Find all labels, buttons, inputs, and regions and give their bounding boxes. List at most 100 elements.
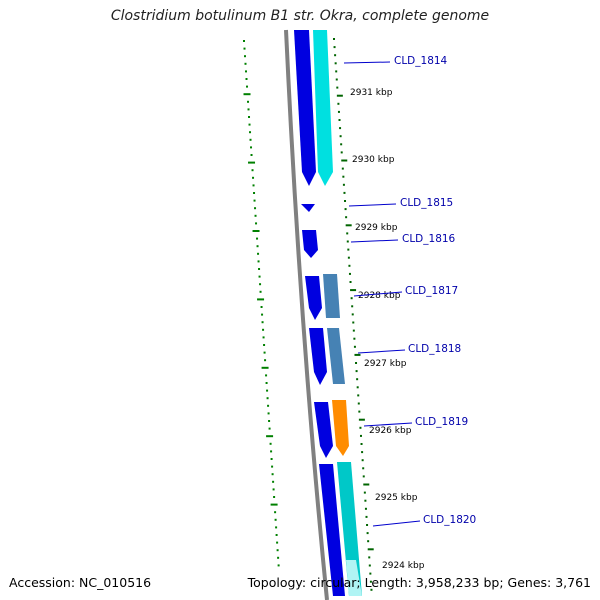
cds-track [294, 30, 345, 596]
minor-tick [352, 321, 355, 324]
minor-tick [363, 491, 366, 494]
minor-tick [353, 337, 356, 340]
position-ticks [333, 38, 374, 591]
gc-dot [276, 541, 279, 544]
minor-tick [362, 467, 365, 470]
genome-backbone [284, 29, 329, 600]
minor-tick [357, 394, 360, 397]
feature-orange-1819[interactable] [332, 400, 349, 456]
minor-tick [367, 540, 370, 543]
cds-feature-cld-1818[interactable] [309, 328, 327, 385]
leader-line-cld-1818 [357, 349, 406, 354]
gc-dot [273, 496, 276, 498]
gc-dot [261, 366, 269, 369]
minor-tick [348, 272, 351, 275]
tick-label-2931: 2931 kbp [350, 88, 393, 98]
gene-label-cld-1820[interactable]: CLD_1820 [423, 514, 476, 526]
minor-tick [350, 297, 353, 300]
gc-dot [263, 344, 266, 346]
minor-tick [333, 46, 336, 49]
cds-feature-cld-1820[interactable] [319, 464, 345, 596]
minor-tick [347, 248, 350, 251]
gc-dot [265, 382, 268, 384]
minor-tick [337, 102, 340, 105]
minor-tick [361, 451, 364, 454]
gc-dot [272, 488, 275, 491]
gene-labels: CLD_1814 CLD_1815 CLD_1816 CLD_1817 CLD_… [394, 55, 476, 526]
feature-cyan-1814[interactable] [313, 30, 333, 186]
gc-dot [259, 283, 262, 286]
leader-line-cld-1815 [348, 203, 397, 207]
cds-feature-cld-1815[interactable] [301, 204, 315, 212]
gc-dot [257, 298, 265, 301]
minor-tick [348, 264, 351, 267]
accession-label: Accession: NC_010516 [9, 575, 152, 590]
gc-dot [248, 161, 256, 164]
gene-label-cld-1814[interactable]: CLD_1814 [394, 55, 448, 67]
minor-tick [366, 524, 369, 526]
gc-dot [268, 427, 271, 430]
gc-dot [270, 458, 273, 460]
major-tick [358, 418, 365, 421]
minor-tick [356, 378, 359, 381]
gc-dot [254, 207, 257, 210]
gene-label-cld-1815[interactable]: CLD_1815 [400, 197, 453, 209]
gc-dot [264, 359, 267, 362]
gc-dot [274, 518, 277, 521]
minor-tick [366, 532, 369, 535]
leader-line-cld-1814 [343, 61, 391, 64]
gene-label-cld-1819[interactable]: CLD_1819 [415, 416, 468, 428]
feature-steel-1818[interactable] [327, 328, 345, 384]
minor-tick [359, 434, 362, 437]
cds-feature-cld-1819[interactable] [314, 402, 333, 458]
gc-dot [243, 93, 251, 96]
major-tick [345, 224, 352, 227]
tick-label-2927: 2927 kbp [364, 359, 407, 369]
minor-tick [357, 402, 360, 405]
cds-feature-cld-1816[interactable] [302, 230, 318, 258]
gc-dot [259, 290, 262, 293]
minor-tick [364, 499, 367, 502]
gc-dot [271, 473, 274, 476]
gc-dot [250, 146, 253, 149]
minor-tick [346, 232, 349, 235]
gc-dot [245, 78, 248, 80]
gene-label-cld-1816[interactable]: CLD_1816 [402, 233, 456, 245]
tick-labels: 2931 kbp 2930 kbp 2929 kbp 2928 kbp 2927… [350, 88, 425, 571]
gc-dot [244, 55, 247, 58]
gc-dot [260, 306, 263, 308]
minor-tick [342, 175, 345, 178]
gc-dot [252, 184, 255, 187]
feature-steel-1817[interactable] [323, 274, 340, 318]
gc-dot [266, 435, 274, 438]
gc-dot [277, 556, 280, 559]
minor-tick [338, 119, 341, 121]
gc-dot [275, 534, 278, 536]
minor-tick [339, 135, 342, 138]
gc-dot [251, 169, 254, 172]
leader-line-cld-1816 [350, 239, 399, 243]
cds-feature-cld-1817[interactable] [305, 276, 322, 320]
gc-dot [246, 85, 249, 88]
minor-tick [349, 281, 352, 283]
minor-tick [361, 459, 364, 462]
major-tick [363, 483, 370, 486]
gc-dot [274, 511, 277, 514]
gc-dot [247, 108, 250, 111]
gc-dot [245, 70, 248, 73]
gc-dot [271, 465, 274, 468]
gene-label-lines [343, 61, 421, 527]
minor-tick [342, 183, 345, 186]
gene-label-cld-1818[interactable]: CLD_1818 [408, 343, 461, 355]
gene-label-cld-1817[interactable]: CLD_1817 [405, 285, 458, 297]
tick-label-2925: 2925 kbp [375, 493, 418, 503]
minor-tick [365, 515, 368, 518]
gc-dot [254, 214, 257, 217]
gc-dot [270, 503, 278, 506]
cds-feature-cld-1814[interactable] [294, 30, 316, 186]
minor-tick [339, 127, 342, 130]
gc-content-track [243, 40, 280, 567]
gc-dot [249, 138, 252, 141]
gc-dot [257, 252, 260, 255]
